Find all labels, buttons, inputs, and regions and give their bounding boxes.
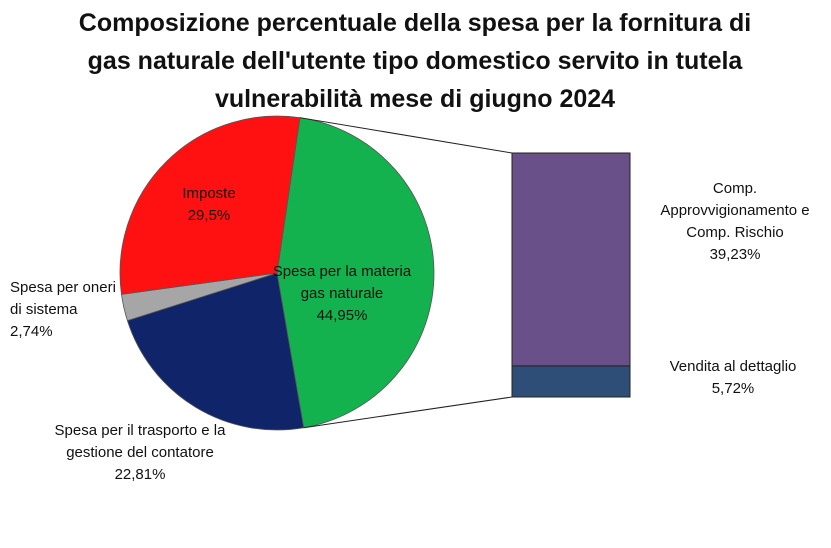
pie-slice bbox=[119, 115, 301, 295]
value-label: 29,5% bbox=[187, 207, 231, 224]
slice-label: Spesa per il trasporto e la gestione del… bbox=[50, 420, 230, 486]
bar-segment bbox=[511, 152, 631, 367]
label-name: Spesa per oneri di sistema bbox=[10, 279, 116, 318]
bar-label: Vendita al dettaglio 5,72% bbox=[638, 356, 828, 400]
pie-slice bbox=[126, 272, 305, 431]
slice-label: Imposte 29,5% bbox=[134, 183, 284, 227]
label-name: Spesa per il trasporto e la gestione del… bbox=[54, 422, 226, 461]
slice-label: Spesa per oneri di sistema 2,74% bbox=[10, 277, 120, 343]
chart-title: Composizione percentuale della spesa per… bbox=[78, 9, 752, 113]
label-name: Comp. Approvvigionamento e Comp. Rischio bbox=[660, 180, 810, 241]
connector bbox=[299, 117, 513, 154]
label-name: Imposte bbox=[182, 185, 236, 202]
bar-label: Comp. Approvvigionamento e Comp. Rischio… bbox=[660, 178, 810, 266]
pie-slice bbox=[276, 117, 435, 429]
bar-segment bbox=[511, 365, 631, 398]
connector bbox=[303, 396, 513, 429]
value-label: 2,74% bbox=[10, 323, 53, 340]
value-label: 5,72% bbox=[711, 380, 755, 397]
value-label: 22,81% bbox=[114, 466, 166, 483]
label-name: Vendita al dettaglio bbox=[669, 358, 797, 375]
slice-label: Spesa per la materia gas naturale 44,95% bbox=[267, 261, 417, 327]
value-label: 39,23% bbox=[709, 246, 761, 263]
value-label: 44,95% bbox=[316, 307, 368, 324]
label-name: Spesa per la materia gas naturale bbox=[272, 263, 412, 302]
